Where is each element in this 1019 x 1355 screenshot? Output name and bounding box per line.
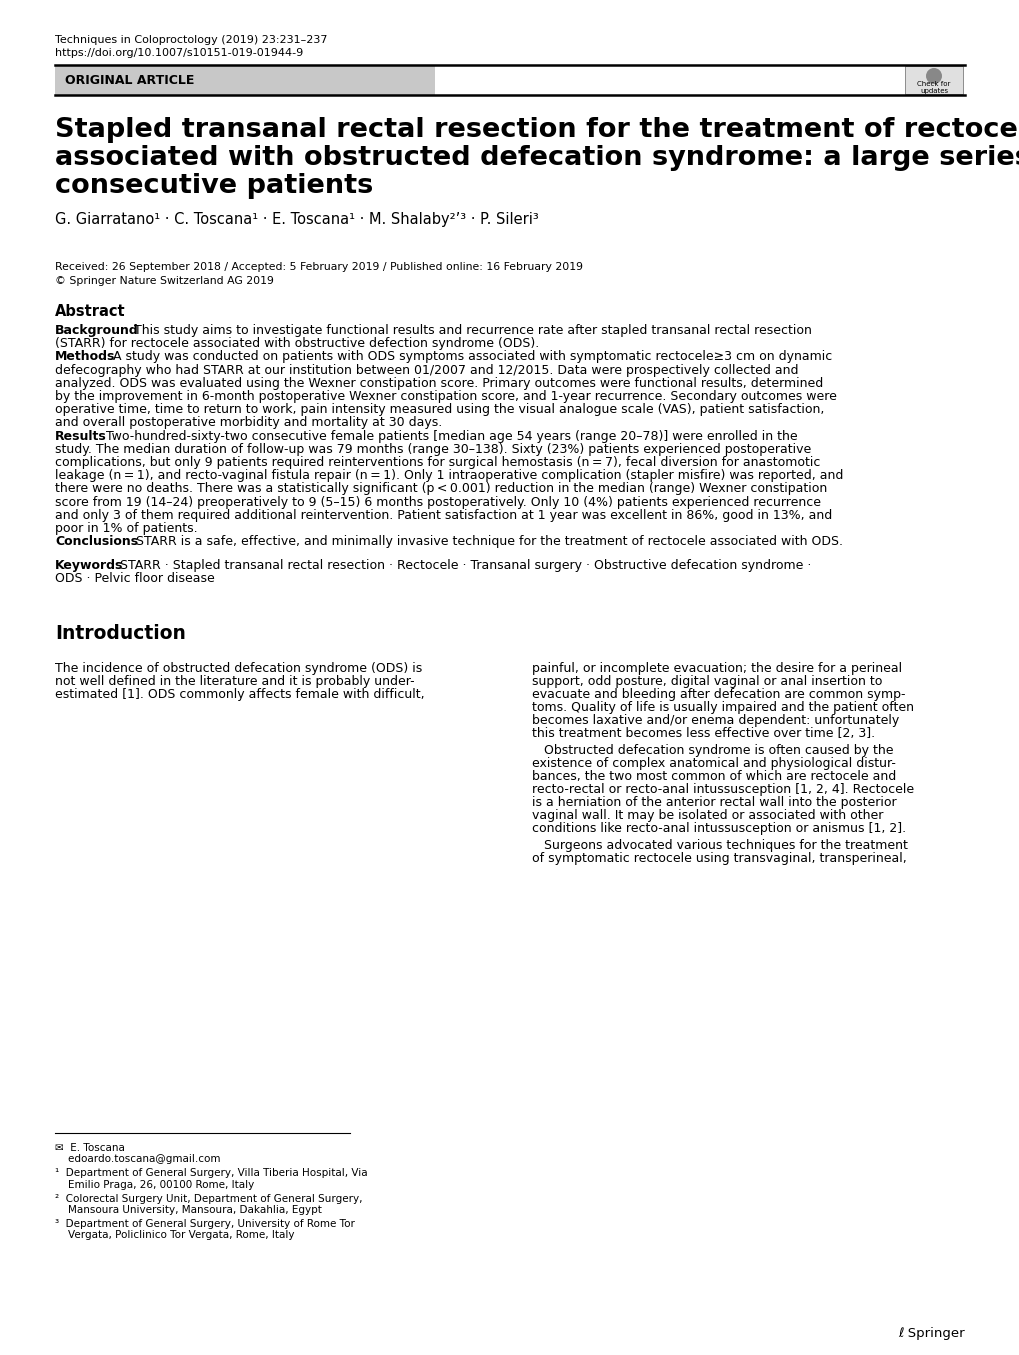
Text: Stapled transanal rectal resection for the treatment of rectocele: Stapled transanal rectal resection for t…: [55, 117, 1019, 144]
Text: leakage (n = 1), and recto-vaginal fistula repair (n = 1). Only 1 intraoperative: leakage (n = 1), and recto-vaginal fistu…: [55, 469, 843, 482]
Text: estimated [1]. ODS commonly affects female with difficult,: estimated [1]. ODS commonly affects fema…: [55, 688, 424, 701]
Text: conditions like recto-anal intussusception or anismus [1, 2].: conditions like recto-anal intussuscepti…: [532, 822, 905, 835]
Text: edoardo.toscana@gmail.com: edoardo.toscana@gmail.com: [55, 1154, 220, 1164]
Text: and overall postoperative morbidity and mortality at 30 days.: and overall postoperative morbidity and …: [55, 416, 442, 430]
Text: The incidence of obstructed defecation syndrome (ODS) is: The incidence of obstructed defecation s…: [55, 663, 422, 675]
Text: ℓ Springer: ℓ Springer: [898, 1327, 964, 1340]
Text: Surgeons advocated various techniques for the treatment: Surgeons advocated various techniques fo…: [532, 839, 907, 852]
Text: not well defined in the literature and it is probably under-: not well defined in the literature and i…: [55, 675, 414, 688]
Text: evacuate and bleeding after defecation are common symp-: evacuate and bleeding after defecation a…: [532, 688, 905, 701]
Text: Results: Results: [55, 430, 107, 443]
Text: consecutive patients: consecutive patients: [55, 173, 373, 199]
Text: Vergata, Policlinico Tor Vergata, Rome, Italy: Vergata, Policlinico Tor Vergata, Rome, …: [55, 1230, 294, 1240]
Text: this treatment becomes less effective over time [2, 3].: this treatment becomes less effective ov…: [532, 728, 874, 740]
Text: study. The median duration of follow-up was 79 months (range 30–138). Sixty (23%: study. The median duration of follow-up …: [55, 443, 810, 455]
Text: G. Giarratano¹ · C. Toscana¹ · E. Toscana¹ · M. Shalaby²’³ · P. Sileri³: G. Giarratano¹ · C. Toscana¹ · E. Toscan…: [55, 211, 538, 228]
Text: is a herniation of the anterior rectal wall into the posterior: is a herniation of the anterior rectal w…: [532, 797, 896, 809]
Text: vaginal wall. It may be isolated or associated with other: vaginal wall. It may be isolated or asso…: [532, 809, 882, 822]
Text: This study aims to investigate functional results and recurrence rate after stap: This study aims to investigate functiona…: [126, 324, 811, 337]
Text: ORIGINAL ARTICLE: ORIGINAL ARTICLE: [65, 73, 195, 87]
Text: © Springer Nature Switzerland AG 2019: © Springer Nature Switzerland AG 2019: [55, 276, 274, 286]
Text: painful, or incomplete evacuation; the desire for a perineal: painful, or incomplete evacuation; the d…: [532, 663, 901, 675]
Text: becomes laxative and/or enema dependent: unfortunately: becomes laxative and/or enema dependent:…: [532, 714, 899, 728]
Text: Keywords: Keywords: [55, 560, 123, 572]
FancyBboxPatch shape: [904, 66, 962, 93]
FancyBboxPatch shape: [55, 65, 434, 95]
Text: Abstract: Abstract: [55, 304, 125, 318]
Text: defecography who had STARR at our institution between 01/2007 and 12/2015. Data : defecography who had STARR at our instit…: [55, 363, 798, 377]
Text: by the improvement in 6-month postoperative Wexner constipation score, and 1-yea: by the improvement in 6-month postoperat…: [55, 390, 836, 402]
Text: associated with obstructed defecation syndrome: a large series of 262: associated with obstructed defecation sy…: [55, 145, 1019, 171]
Text: (STARR) for rectocele associated with obstructive defection syndrome (ODS).: (STARR) for rectocele associated with ob…: [55, 337, 539, 350]
Text: Background: Background: [55, 324, 139, 337]
Text: ³  Department of General Surgery, University of Rome Tor: ³ Department of General Surgery, Univers…: [55, 1220, 355, 1229]
Text: there were no deaths. There was a statistically significant (p < 0.001) reductio: there were no deaths. There was a statis…: [55, 482, 826, 496]
Text: Techniques in Coloproctology (2019) 23:231–237: Techniques in Coloproctology (2019) 23:2…: [55, 35, 327, 45]
Text: ✉  E. Toscana: ✉ E. Toscana: [55, 1144, 124, 1153]
Text: support, odd posture, digital vaginal or anal insertion to: support, odd posture, digital vaginal or…: [532, 675, 881, 688]
Text: of symptomatic rectocele using transvaginal, transperineal,: of symptomatic rectocele using transvagi…: [532, 852, 906, 864]
Text: ODS · Pelvic floor disease: ODS · Pelvic floor disease: [55, 572, 215, 585]
Text: Mansoura University, Mansoura, Dakahlia, Egypt: Mansoura University, Mansoura, Dakahlia,…: [55, 1205, 322, 1215]
Text: toms. Quality of life is usually impaired and the patient often: toms. Quality of life is usually impaire…: [532, 701, 913, 714]
Text: bances, the two most common of which are rectocele and: bances, the two most common of which are…: [532, 770, 896, 783]
Text: https://doi.org/10.1007/s10151-019-01944-9: https://doi.org/10.1007/s10151-019-01944…: [55, 47, 303, 58]
Text: Two-hundred-sixty-two consecutive female patients [median age 54 years (range 20: Two-hundred-sixty-two consecutive female…: [98, 430, 797, 443]
Text: ¹  Department of General Surgery, Villa Tiberia Hospital, Via: ¹ Department of General Surgery, Villa T…: [55, 1168, 367, 1179]
Text: Received: 26 September 2018 / Accepted: 5 February 2019 / Published online: 16 F: Received: 26 September 2018 / Accepted: …: [55, 262, 583, 272]
Text: Conclusions: Conclusions: [55, 535, 138, 549]
Text: poor in 1% of patients.: poor in 1% of patients.: [55, 522, 198, 535]
Text: Introduction: Introduction: [55, 625, 185, 644]
Text: STARR is a safe, effective, and minimally invasive technique for the treatment o: STARR is a safe, effective, and minimall…: [127, 535, 842, 549]
Text: Obstructed defecation syndrome is often caused by the: Obstructed defecation syndrome is often …: [532, 744, 893, 757]
Text: analyzed. ODS was evaluated using the Wexner constipation score. Primary outcome: analyzed. ODS was evaluated using the We…: [55, 377, 822, 390]
Circle shape: [925, 68, 942, 84]
Text: recto-rectal or recto-anal intussusception [1, 2, 4]. Rectocele: recto-rectal or recto-anal intussuscepti…: [532, 783, 913, 797]
Text: existence of complex anatomical and physiological distur-: existence of complex anatomical and phys…: [532, 757, 895, 770]
Text: Emilio Praga, 26, 00100 Rome, Italy: Emilio Praga, 26, 00100 Rome, Italy: [55, 1180, 254, 1190]
Text: Methods: Methods: [55, 351, 115, 363]
Text: A study was conducted on patients with ODS symptoms associated with symptomatic : A study was conducted on patients with O…: [105, 351, 832, 363]
Text: complications, but only 9 patients required reinterventions for surgical hemosta: complications, but only 9 patients requi…: [55, 457, 819, 469]
Text: operative time, time to return to work, pain intensity measured using the visual: operative time, time to return to work, …: [55, 404, 823, 416]
Text: score from 19 (14–24) preoperatively to 9 (5–15) 6 months postoperatively. Only : score from 19 (14–24) preoperatively to …: [55, 496, 820, 508]
Text: STARR · Stapled transanal rectal resection · Rectocele · Transanal surgery · Obs: STARR · Stapled transanal rectal resecti…: [112, 560, 810, 572]
Text: Check for
updates: Check for updates: [916, 80, 950, 93]
Text: and only 3 of them required additional reintervention. Patient satisfaction at 1: and only 3 of them required additional r…: [55, 508, 832, 522]
Text: ²  Colorectal Surgery Unit, Department of General Surgery,: ² Colorectal Surgery Unit, Department of…: [55, 1194, 362, 1203]
